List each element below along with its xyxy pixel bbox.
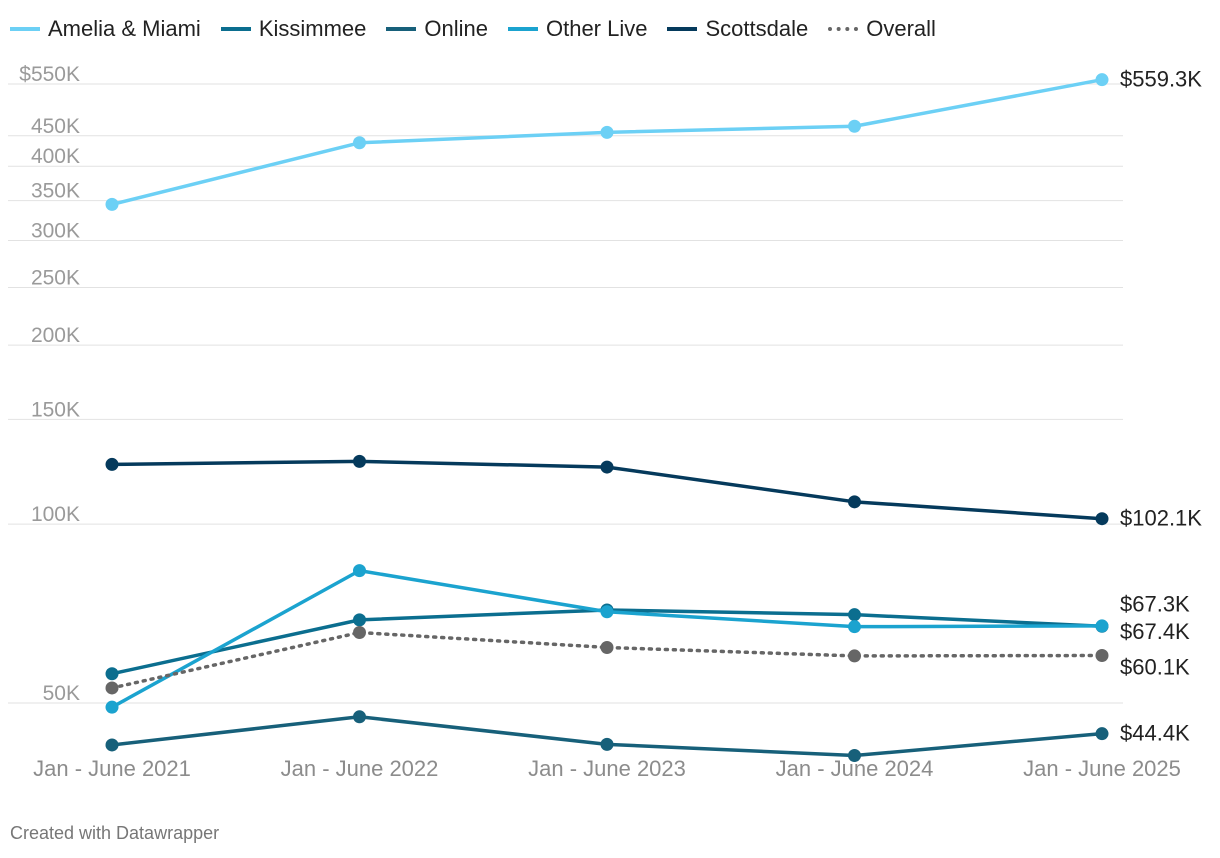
legend-item-online: Online <box>386 16 488 42</box>
data-point-amelia-miami <box>848 119 861 133</box>
data-point-scottsdale <box>848 495 861 509</box>
data-point-other-live <box>353 564 366 578</box>
data-point-kissimmee <box>848 608 861 622</box>
x-tick-label: Jan - June 2023 <box>528 756 686 781</box>
series-scottsdale <box>105 454 1109 526</box>
data-point-overall <box>848 649 861 663</box>
data-point-other-live <box>1095 619 1109 633</box>
footer-credit: Created with Datawrapper <box>10 823 220 843</box>
y-tick-label: 250K <box>31 267 80 290</box>
legend-swatch <box>667 27 698 31</box>
legend-label: Kissimmee <box>258 16 367 41</box>
legend-label: Scottsdale <box>705 16 809 41</box>
series-online <box>105 710 1109 762</box>
data-point-overall <box>600 640 614 654</box>
data-point-overall <box>1095 649 1109 663</box>
legend-label: Overall <box>866 16 936 41</box>
legend-item-overall: Overall <box>828 16 936 42</box>
x-tick-label: Jan - June 2025 <box>1023 756 1181 781</box>
chart-legend: Amelia & Miami Kissimmee Online Other Live S… <box>10 12 936 46</box>
x-tick-label: Jan - June 2021 <box>33 756 191 781</box>
y-tick-label: 150K <box>31 398 80 421</box>
legend-swatch <box>828 27 859 31</box>
data-point-overall <box>353 626 366 640</box>
data-point-online <box>600 737 614 751</box>
end-label-scottsdale: $102.1K <box>1120 506 1202 531</box>
series-other-live <box>105 564 1109 714</box>
end-label-overall: $60.1K <box>1120 655 1190 680</box>
legend-label: Other Live <box>545 16 648 41</box>
end-label-kissimmee: $67.3K <box>1120 591 1190 616</box>
data-point-amelia-miami <box>105 197 119 211</box>
y-tick-labels: 50K 100K 150K 200K 250K 300K 350K 400K 450K $550K <box>19 63 80 705</box>
x-tick-labels: Jan - June 2021 Jan - June 2022 Jan - June… <box>33 756 1181 781</box>
data-point-online <box>105 738 119 752</box>
y-tick-label: 100K <box>31 503 80 526</box>
y-tick-label: 200K <box>31 324 80 347</box>
y-tick-label: 350K <box>31 180 80 203</box>
data-point-online <box>1095 727 1109 741</box>
legend-label: Amelia & Miami <box>48 16 201 41</box>
data-point-other-live <box>105 700 119 714</box>
data-point-kissimmee <box>353 613 366 627</box>
series-line-overall <box>110 630 1104 690</box>
series-amelia-miami <box>105 73 1109 211</box>
y-gridlines <box>8 83 1123 704</box>
legend-swatch <box>507 27 538 31</box>
y-tick-label: 300K <box>31 219 80 242</box>
legend-swatch <box>220 27 251 31</box>
y-tick-label: $550K <box>19 63 80 86</box>
data-point-kissimmee <box>105 667 119 681</box>
data-point-other-live <box>600 605 614 619</box>
end-label-amelia-miami: $559.3K <box>1120 67 1202 92</box>
data-point-amelia-miami <box>600 125 614 139</box>
data-point-online <box>848 748 861 762</box>
x-tick-label: Jan - June 2022 <box>281 756 439 781</box>
end-label-other-live: $67.4K <box>1120 619 1190 644</box>
data-point-amelia-miami <box>1095 73 1109 87</box>
end-labels: $559.3K $67.3K $44.4K $67.4K $102.1K $60.1K <box>1120 67 1202 746</box>
series-overall <box>105 626 1109 695</box>
legend-swatch <box>10 27 40 31</box>
y-tick-label: 400K <box>31 145 80 168</box>
legend-item-other-live: Other Live <box>507 16 648 42</box>
legend-item-amelia-miami: Amelia & Miami <box>10 16 201 42</box>
series-line-other-live <box>110 568 1104 709</box>
y-tick-label: 450K <box>31 115 80 138</box>
end-label-online: $44.4K <box>1120 721 1190 746</box>
data-point-amelia-miami <box>353 136 366 150</box>
y-tick-label: 50K <box>43 682 80 705</box>
data-point-online <box>353 710 366 724</box>
legend-item-scottsdale: Scottsdale <box>667 16 808 42</box>
data-point-scottsdale <box>600 460 614 474</box>
data-point-overall <box>105 681 119 695</box>
data-point-scottsdale <box>105 457 119 471</box>
legend-swatch <box>386 27 417 31</box>
data-point-other-live <box>848 620 861 634</box>
data-point-scottsdale <box>1095 512 1109 526</box>
series-line-amelia-miami <box>110 77 1104 207</box>
legend-item-kissimmee: Kissimmee <box>220 16 367 42</box>
data-point-scottsdale <box>353 454 366 468</box>
legend-label: Online <box>424 16 488 41</box>
